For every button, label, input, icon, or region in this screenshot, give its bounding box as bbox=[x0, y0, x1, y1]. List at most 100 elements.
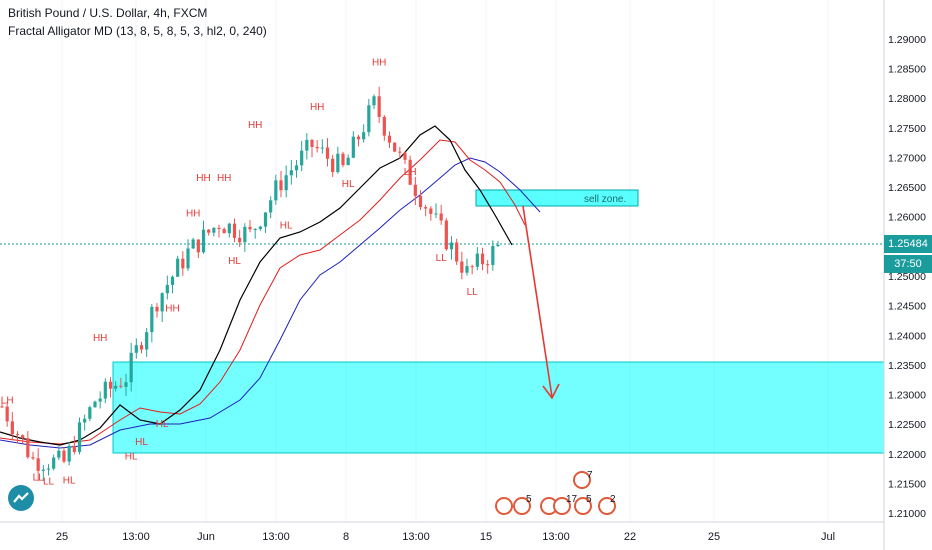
candle-body bbox=[129, 352, 133, 383]
price-tick: 1.25000 bbox=[888, 271, 926, 283]
candle-body bbox=[279, 180, 283, 191]
event-flag-uk-icon[interactable] bbox=[573, 471, 591, 489]
bar-countdown-tag: 37:50 bbox=[884, 255, 932, 273]
fractal-label: HL bbox=[156, 419, 169, 430]
candle-body bbox=[258, 226, 262, 229]
time-tick: 13:00 bbox=[122, 531, 150, 543]
sell-zone-label: sell zone. bbox=[584, 194, 626, 205]
candle-body bbox=[429, 208, 433, 214]
fractal-label: HH bbox=[217, 173, 231, 184]
price-tick: 1.22000 bbox=[888, 449, 926, 461]
time-tick: 13:00 bbox=[542, 531, 570, 543]
candle-body bbox=[243, 226, 247, 243]
price-tick: 1.24000 bbox=[888, 330, 926, 342]
alligator-jaw bbox=[0, 157, 541, 449]
candle-body bbox=[284, 175, 288, 191]
event-flag-us-icon[interactable] bbox=[553, 497, 571, 515]
candle-body bbox=[191, 239, 195, 249]
candle-body bbox=[439, 213, 443, 221]
alligator-lips bbox=[0, 125, 513, 446]
time-axis: 25 13:00 Jun 13:00 8 13:00 15 13:00 22 2… bbox=[0, 521, 884, 543]
event-flag-us-icon[interactable] bbox=[495, 497, 513, 515]
price-tick: 1.22500 bbox=[888, 419, 926, 431]
candle-body bbox=[248, 226, 252, 230]
candle-body bbox=[372, 96, 376, 106]
time-tick: 13:00 bbox=[262, 531, 290, 543]
time-tick: 13:00 bbox=[402, 531, 430, 543]
candle-body bbox=[31, 457, 35, 459]
candle-body bbox=[5, 406, 9, 422]
fractal-label: HH bbox=[310, 102, 324, 113]
candle-body bbox=[300, 150, 304, 166]
candle-body bbox=[274, 180, 278, 201]
fractal-label: LL bbox=[467, 287, 479, 298]
demand-zone bbox=[112, 361, 885, 454]
fractal-label: HL bbox=[342, 179, 355, 190]
candle-body bbox=[496, 244, 500, 247]
price-tick: 1.29000 bbox=[888, 34, 926, 46]
candle-body bbox=[108, 381, 113, 389]
fractal-label: HL bbox=[63, 475, 76, 486]
price-tick: 1.28000 bbox=[888, 93, 926, 105]
candle-body bbox=[387, 135, 392, 143]
event-flag-us-icon[interactable] bbox=[574, 497, 592, 515]
candle-body bbox=[305, 139, 309, 151]
candle-body bbox=[72, 445, 76, 452]
candle-body bbox=[181, 258, 185, 269]
event-flag-uk-icon[interactable] bbox=[598, 497, 616, 515]
candle-body bbox=[351, 136, 355, 158]
candle-body bbox=[289, 170, 293, 176]
candle-body bbox=[362, 132, 366, 140]
price-tick: 1.21000 bbox=[888, 508, 926, 520]
candle-body bbox=[413, 184, 417, 196]
fractal-label: HH bbox=[372, 58, 386, 69]
candle-body bbox=[212, 227, 216, 233]
time-tick: 22 bbox=[624, 531, 636, 543]
time-tick: 25 bbox=[708, 531, 720, 543]
projection-arrow-head bbox=[542, 383, 560, 400]
candle-body bbox=[196, 239, 200, 253]
event-flag-uk-icon[interactable] bbox=[513, 497, 531, 515]
candles bbox=[0, 86, 500, 482]
event-count: 7 bbox=[587, 470, 593, 481]
candle-body bbox=[310, 139, 314, 147]
candle-body bbox=[67, 445, 71, 462]
candle-body bbox=[336, 153, 340, 173]
candle-body bbox=[253, 228, 257, 230]
time-tick: 25 bbox=[56, 531, 68, 543]
candle-body bbox=[77, 422, 82, 452]
price-axis: 1.29000 1.28500 1.28000 1.27500 1.27000 1.265… bbox=[883, 0, 926, 550]
candle-body bbox=[124, 382, 128, 387]
price-tick: 1.23000 bbox=[888, 390, 926, 402]
candle-body bbox=[393, 142, 397, 152]
candle-body bbox=[217, 227, 221, 230]
candle-body bbox=[315, 146, 319, 149]
candle-body bbox=[10, 421, 14, 435]
projection-arrow-shaft bbox=[522, 205, 553, 398]
candle-body bbox=[36, 458, 40, 471]
candle-body bbox=[449, 242, 454, 250]
candle-body bbox=[331, 158, 335, 173]
fractal-label: HL bbox=[125, 452, 138, 463]
candle-body bbox=[491, 246, 495, 265]
tradingview-logo-icon[interactable] bbox=[8, 485, 34, 511]
fractal-label: LH bbox=[404, 167, 417, 178]
candle-body bbox=[21, 435, 25, 439]
candle-body bbox=[207, 229, 211, 233]
candle-body bbox=[460, 261, 464, 273]
price-tick: 1.21500 bbox=[888, 478, 926, 490]
candle-body bbox=[134, 345, 138, 353]
candle-body bbox=[0, 406, 4, 408]
fractal-label: LL bbox=[33, 472, 45, 483]
candle-body bbox=[119, 385, 123, 387]
candle-body bbox=[15, 434, 20, 436]
fractal-label: LL bbox=[436, 253, 448, 264]
candle-body bbox=[83, 418, 87, 423]
symbol-title: British Pound / U.S. Dollar, 4h, FXCM bbox=[8, 6, 208, 20]
fractal-label: LH bbox=[1, 395, 14, 406]
candle-body bbox=[424, 207, 428, 209]
candle-body bbox=[418, 195, 423, 208]
price-tick: 1.24500 bbox=[888, 301, 926, 313]
